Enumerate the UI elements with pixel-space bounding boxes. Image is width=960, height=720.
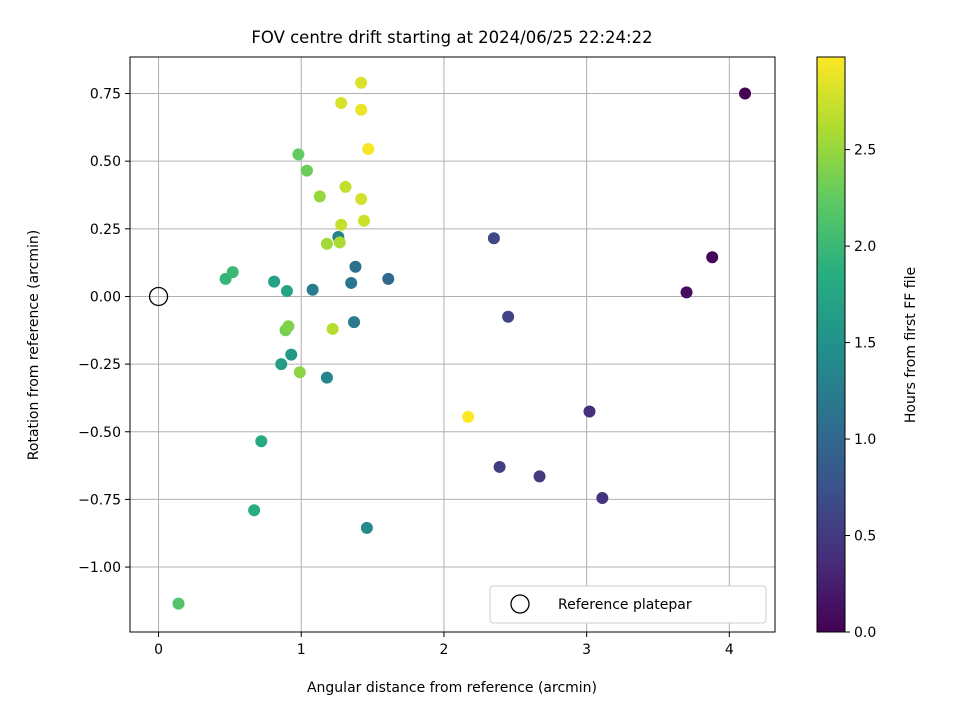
reference-marker xyxy=(148,286,169,307)
data-point xyxy=(275,358,288,371)
colorbar-tick-label: 1.0 xyxy=(854,432,876,448)
y-tick-label: −0.50 xyxy=(78,425,121,441)
data-point xyxy=(282,320,295,333)
colorbar-label: Hours from first FF file xyxy=(903,267,919,423)
data-point xyxy=(335,218,348,231)
legend: Reference platepar xyxy=(489,585,767,624)
chart-title: FOV centre drift starting at 2024/06/25 … xyxy=(251,28,652,47)
data-point xyxy=(706,251,719,264)
data-point xyxy=(335,97,348,109)
y-tick-label: 0.00 xyxy=(90,289,121,305)
x-tick-label: 1 xyxy=(297,642,306,658)
legend-reference-marker xyxy=(510,594,530,614)
data-point xyxy=(268,275,281,288)
x-tick-label: 0 xyxy=(154,642,163,658)
y-tick-label: 0.50 xyxy=(90,154,121,170)
data-point xyxy=(255,435,268,448)
data-point xyxy=(280,285,293,298)
y-tick-label: −0.75 xyxy=(78,492,121,508)
colorbar: 0.0 0.5 1.0 1.5 2.0 2.5 Hours from first FF f… xyxy=(816,56,919,641)
y-tick-label: −1.00 xyxy=(78,560,121,576)
reference-marker-layer xyxy=(148,286,169,307)
colorbar-tick-label: 0.5 xyxy=(854,529,876,545)
data-point xyxy=(355,103,368,116)
data-point xyxy=(583,405,596,418)
data-point xyxy=(596,492,609,505)
colorbar-tick-label: 2.5 xyxy=(854,143,876,159)
data-point xyxy=(362,143,375,155)
data-point xyxy=(300,164,313,177)
data-point xyxy=(313,190,326,203)
data-point xyxy=(320,371,333,384)
y-tick-label: 0.75 xyxy=(90,87,121,103)
data-points xyxy=(172,76,752,610)
colorbar-gradient xyxy=(816,56,846,633)
x-axis-ticks: 0 1 2 3 4 xyxy=(154,632,734,658)
data-point xyxy=(345,276,358,289)
data-point xyxy=(349,260,362,273)
data-point xyxy=(333,236,346,249)
x-tick-label: 3 xyxy=(582,642,591,658)
data-point xyxy=(355,76,368,89)
data-point xyxy=(680,286,693,299)
y-tick-label: −0.25 xyxy=(78,357,121,373)
colorbar-tick-label: 2.0 xyxy=(854,239,876,255)
data-point xyxy=(285,348,298,361)
x-axis-label: Angular distance from reference (arcmin) xyxy=(307,680,597,696)
colorbar-ticks: 0.0 0.5 1.0 1.5 2.0 2.5 xyxy=(845,143,876,641)
data-point xyxy=(226,266,239,279)
data-point xyxy=(348,316,361,329)
data-point xyxy=(326,322,339,335)
data-point xyxy=(339,180,352,193)
legend-reference-label: Reference platepar xyxy=(558,597,692,613)
data-point xyxy=(739,87,752,100)
data-point xyxy=(360,521,373,534)
colorbar-tick-label: 1.5 xyxy=(854,336,876,352)
grid xyxy=(130,57,775,632)
data-point xyxy=(502,310,515,323)
data-point xyxy=(358,214,371,227)
x-tick-label: 4 xyxy=(725,642,734,658)
data-point xyxy=(172,597,185,610)
data-point xyxy=(382,272,395,285)
data-point xyxy=(533,470,546,483)
data-point xyxy=(320,237,333,250)
data-point xyxy=(293,366,306,379)
data-point xyxy=(292,148,305,161)
x-tick-label: 2 xyxy=(439,642,448,658)
y-tick-label: 0.25 xyxy=(90,222,121,238)
data-point xyxy=(487,232,500,245)
y-axis-label: Rotation from reference (arcmin) xyxy=(26,230,42,460)
data-point xyxy=(462,410,475,423)
data-point xyxy=(306,283,319,296)
data-point xyxy=(248,504,261,517)
plot-frame xyxy=(129,56,776,633)
data-point xyxy=(355,193,368,206)
colorbar-tick-label: 0.0 xyxy=(854,625,876,641)
data-point xyxy=(493,460,506,473)
legend-box xyxy=(489,585,767,624)
y-axis-ticks: 0.75 0.50 0.25 0.00 −0.25 −0.50 −0.75 −1.00 xyxy=(78,87,130,576)
